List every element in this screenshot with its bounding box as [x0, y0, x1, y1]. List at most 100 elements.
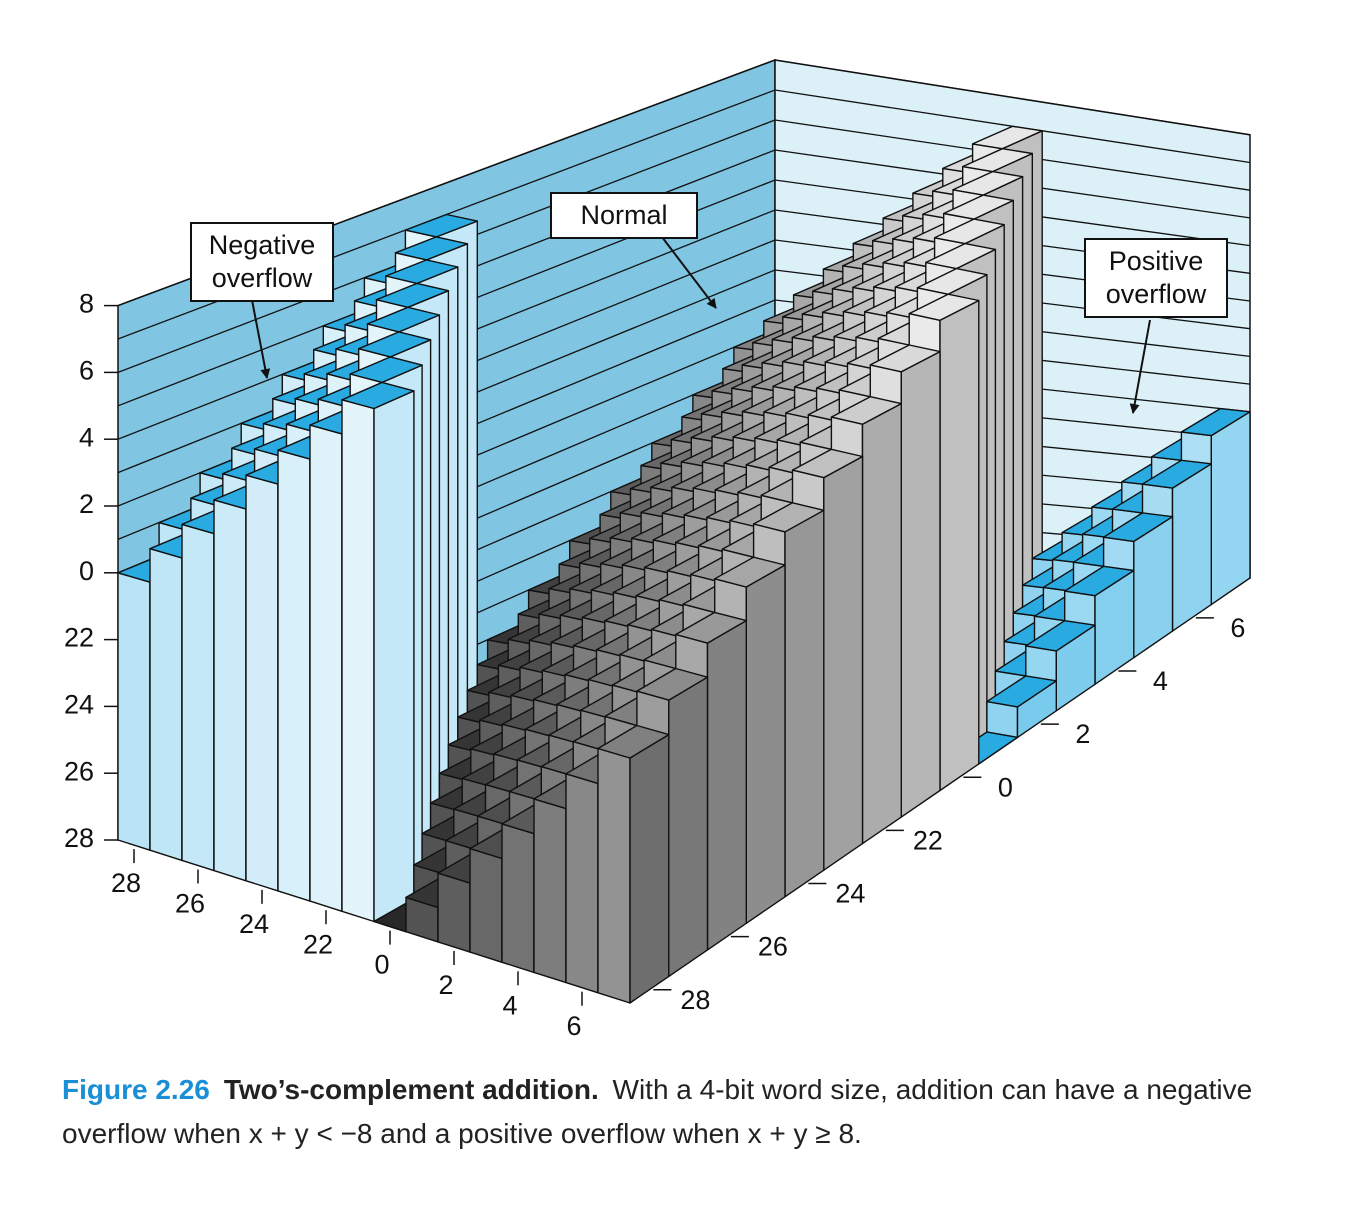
bar-top	[952, 170, 1024, 196]
y-tick-label: 28	[680, 985, 710, 1015]
z-tick-label: 4	[79, 422, 94, 452]
z-tick-label: 8	[79, 289, 94, 319]
bar-face	[149, 548, 183, 862]
bar-face	[706, 619, 747, 951]
bar-face	[245, 474, 279, 892]
z-tick-label: 26	[64, 756, 94, 786]
bar-top	[1063, 565, 1135, 597]
bar-face	[861, 402, 902, 845]
bar-face	[213, 499, 247, 882]
annotation-arrows	[251, 236, 1151, 414]
x-tick-label: 24	[239, 909, 269, 939]
z-tick-label: 2	[79, 489, 94, 519]
bar-top	[962, 147, 1034, 173]
x-tick-label: 4	[502, 990, 517, 1020]
bar-top	[385, 259, 459, 285]
grid-line	[117, 89, 1251, 340]
bar-face	[437, 872, 471, 953]
bar-face	[469, 847, 503, 963]
bar-face	[823, 455, 864, 871]
annotation: Positive overflow	[1084, 238, 1228, 318]
z-tick-label: 0	[79, 556, 94, 586]
bar-face	[939, 299, 980, 792]
caption-label: Figure 2.26	[62, 1074, 210, 1105]
bar	[597, 724, 670, 1004]
bar-face	[181, 523, 215, 872]
bar-face	[900, 350, 941, 818]
bar-top	[908, 293, 980, 321]
arrow	[251, 299, 271, 379]
bar-top	[943, 194, 1014, 220]
bar-top	[675, 611, 747, 644]
x-tick-label: 6	[566, 1011, 581, 1041]
bar-top	[394, 236, 469, 261]
bar-face	[629, 733, 670, 1004]
bar-top	[925, 242, 997, 270]
bar-face	[986, 700, 1019, 739]
bar-face	[309, 424, 343, 912]
bar-top	[349, 356, 423, 384]
bar-face	[1210, 411, 1251, 606]
bar-top	[636, 667, 709, 701]
arrow	[661, 236, 717, 309]
bar-face	[373, 390, 415, 923]
bar-face	[668, 676, 709, 978]
annotation: Normal	[550, 192, 698, 239]
annotation: Negative overflow	[190, 222, 334, 302]
bar-top	[1180, 407, 1251, 437]
grid-line	[117, 119, 1251, 374]
grid-line	[117, 59, 1251, 307]
y-tick-label: 24	[835, 879, 865, 909]
bar-top	[1141, 459, 1213, 489]
y-tick-label: 2	[1075, 719, 1090, 749]
bar-top	[869, 344, 941, 373]
arrow	[1129, 319, 1151, 414]
bar-top	[404, 213, 478, 238]
bar-top	[933, 218, 1005, 245]
bar-top	[597, 724, 670, 759]
caption-text: With a 4-bit word size, addition can hav…	[62, 1074, 1253, 1149]
bar	[986, 675, 1058, 739]
y-tick-label: 0	[998, 772, 1013, 802]
bar-top	[971, 125, 1043, 150]
bar-face	[745, 564, 786, 924]
z-tick-label: 6	[79, 356, 94, 386]
bar-top	[358, 331, 432, 358]
bar-face	[341, 399, 375, 923]
bar-top	[1025, 620, 1096, 652]
x-tick-label: 28	[111, 868, 141, 898]
bar-face	[1171, 463, 1213, 632]
x-tick-label: 2	[438, 970, 453, 1000]
bar-top	[341, 381, 415, 410]
z-tick-label: 22	[64, 623, 94, 653]
y-tick-label: 6	[1230, 613, 1245, 643]
bar-face	[597, 747, 631, 1004]
bar-face	[533, 798, 567, 984]
bar	[341, 381, 415, 923]
bar-top	[375, 282, 450, 308]
y-tick-label: 26	[758, 932, 788, 962]
bar-top	[1102, 512, 1174, 543]
bar-face	[784, 509, 825, 898]
bar-face	[117, 572, 151, 851]
bar-face	[565, 773, 599, 994]
caption: Figure 2.26 Two’s-complement addition. Wi…	[62, 1068, 1312, 1156]
y-tick-label: 22	[913, 825, 943, 855]
bar-top	[714, 556, 786, 588]
bar-top	[366, 306, 441, 333]
bar-top	[752, 502, 825, 533]
z-tick-label: 24	[64, 690, 94, 720]
bar-top	[791, 448, 864, 479]
caption-title: Two’s-complement addition.	[223, 1074, 599, 1105]
bar-top	[986, 675, 1058, 708]
x-tick-label: 22	[303, 929, 333, 959]
bar-face	[277, 449, 311, 902]
x-tick-label: 26	[175, 889, 205, 919]
y-tick-label: 4	[1153, 666, 1168, 696]
z-tick-label: 28	[64, 823, 94, 853]
bar-face	[501, 823, 535, 974]
bar-top	[830, 396, 902, 425]
